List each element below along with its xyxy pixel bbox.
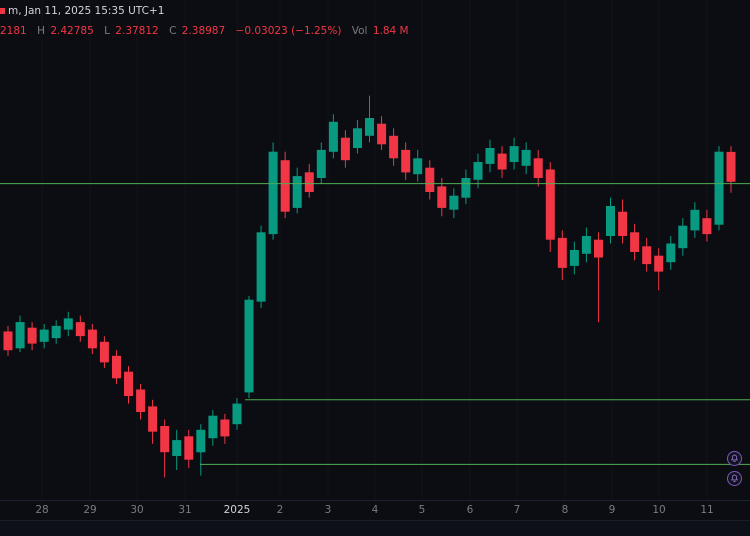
legend-timestamp-row: m, Jan 11, 2025 15:35 UTC+1 [0, 6, 411, 17]
candle-up [51, 325, 61, 339]
time-tick-8: 8 [561, 504, 569, 516]
time-tick-29: 29 [83, 504, 97, 516]
candle-down [497, 153, 507, 170]
time-tick-6: 6 [466, 504, 474, 516]
candle-up [328, 121, 338, 152]
candle-up [63, 318, 73, 330]
cropped-symbol-fragment [0, 8, 5, 15]
candle-up [244, 299, 254, 393]
time-tick-10: 10 [652, 504, 666, 516]
chart-legend: m, Jan 11, 2025 15:35 UTC+1 2181 H 2.427… [0, 2, 411, 36]
candlestick-chart-canvas[interactable] [0, 0, 750, 500]
ohlc-open-value: 2181 [0, 24, 27, 37]
candle-down [124, 371, 133, 396]
candle-up [353, 128, 362, 148]
time-tick-3: 3 [324, 504, 332, 516]
candle-down [425, 167, 435, 192]
candle-down [557, 237, 567, 268]
candle-up [232, 403, 242, 425]
candle-down [304, 172, 314, 192]
volume-label: Vol [351, 24, 368, 37]
candle-down [389, 135, 399, 159]
ohlc-high-value: 2.42785 [50, 24, 94, 37]
time-tick-2: 2 [276, 504, 284, 516]
time-tick-28: 28 [35, 504, 49, 516]
candle-up [316, 149, 326, 178]
candle-up [690, 209, 700, 231]
candle-up [365, 118, 374, 136]
candle-up [196, 429, 206, 453]
volume-value: 1.84 M [372, 24, 409, 37]
candle-down [3, 331, 13, 351]
candle-up [449, 195, 459, 210]
candle-down [136, 389, 146, 412]
candle-down [160, 426, 170, 453]
candle-up [208, 415, 218, 439]
candle-down [112, 355, 121, 379]
candle-up [509, 146, 519, 162]
candle-up [473, 162, 483, 180]
candle-down [280, 160, 290, 212]
candle-down [654, 255, 664, 272]
candle-up [15, 322, 25, 349]
candle-down [401, 149, 411, 173]
line-alert-icon[interactable] [727, 451, 742, 466]
candle-down [340, 137, 350, 161]
candle-up [666, 243, 676, 263]
candle-down [148, 406, 158, 432]
candle-down [99, 341, 109, 363]
time-axis[interactable]: 28 29 30 31 2025 2 3 4 5 6 7 8 9 10 11 [0, 500, 750, 520]
candle-up [606, 206, 615, 236]
ohlc-high-label: H [37, 24, 45, 37]
candle-up [268, 151, 278, 235]
candle-down [437, 186, 447, 208]
bell-icon [730, 454, 739, 462]
legend-timestamp: m, Jan 11, 2025 15:35 UTC+1 [8, 5, 165, 17]
candle-up [485, 148, 495, 164]
candle-down [75, 322, 85, 337]
candle-up [714, 151, 724, 225]
bell-icon [730, 474, 739, 482]
time-tick-31: 31 [178, 504, 192, 516]
candle-down [642, 246, 652, 265]
ohlc-close-value: 2.38987 [181, 24, 226, 37]
candle-down [726, 151, 736, 182]
candle-down [87, 329, 97, 349]
candle-down [618, 211, 628, 236]
candle-down [545, 169, 555, 240]
candle-up [256, 232, 266, 302]
line-alert-icon[interactable] [727, 471, 742, 486]
candle-up [521, 149, 531, 166]
candle-down [184, 436, 194, 460]
ohlc-close-label: C [169, 24, 177, 37]
candle-up [569, 250, 579, 266]
ohlc-low-value: 2.37812 [115, 24, 159, 37]
time-tick-5: 5 [418, 504, 426, 516]
candle-down [220, 419, 230, 437]
candle-down [533, 158, 543, 178]
ohlc-low-label: L [104, 24, 110, 37]
candle-up [461, 178, 471, 198]
candle-up [678, 225, 688, 249]
candle-down [27, 327, 37, 344]
candle-down [702, 218, 712, 235]
time-tick-7: 7 [513, 504, 521, 516]
candle-up [172, 440, 182, 456]
ohlc-change-value: −0.03023 (−1.25%) [235, 24, 342, 37]
candle-up [581, 236, 591, 254]
candle-down [377, 123, 387, 145]
candle-up [413, 158, 423, 175]
candle-down [630, 232, 640, 252]
time-tick-30: 30 [130, 504, 144, 516]
candle-down [594, 239, 603, 258]
time-tick-4: 4 [371, 504, 379, 516]
legend-ohlc-row: 2181 H 2.42785 L 2.37812 C 2.38987 −0.03… [0, 24, 411, 37]
time-tick-9: 9 [608, 504, 616, 516]
candle-up [39, 329, 49, 342]
time-tick-2025: 2025 [223, 504, 251, 516]
bottom-toolbar-strip [0, 520, 750, 536]
candle-up [292, 176, 302, 208]
time-tick-11: 11 [700, 504, 714, 516]
